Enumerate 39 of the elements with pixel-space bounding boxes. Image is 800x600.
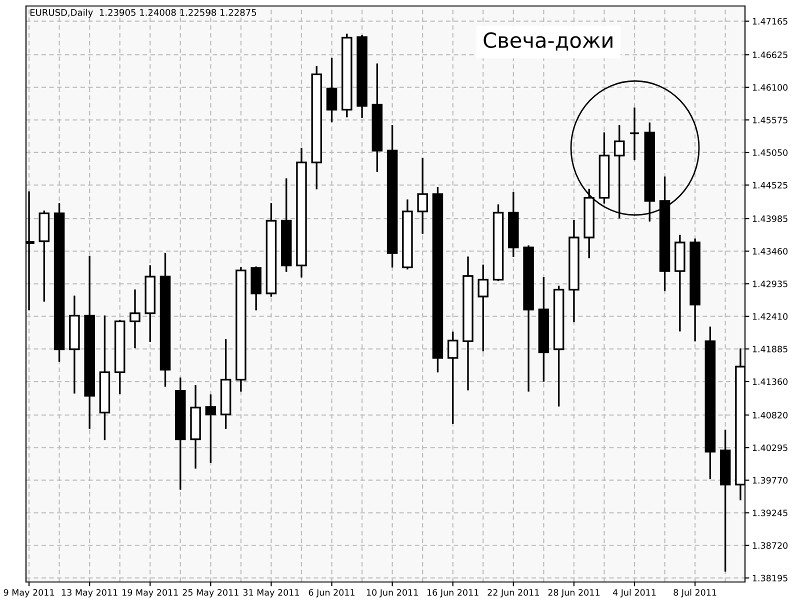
y-tick-label: 1.46625 xyxy=(752,52,788,58)
y-tick-label: 1.44525 xyxy=(752,182,788,189)
candlestick xyxy=(326,58,338,122)
y-tick-label: 1.45575 xyxy=(752,116,788,124)
y-tick-label: 1.43985 xyxy=(752,215,788,222)
x-tick-label: 4 Jul 2011 xyxy=(612,588,656,598)
x-tick-label: 28 Jun 2011 xyxy=(548,589,600,598)
candlestick xyxy=(130,289,140,348)
candlestick xyxy=(417,158,428,234)
x-tick-label: 9 May 2011 xyxy=(4,589,54,598)
y-tick-label: 1.46100 xyxy=(752,84,788,91)
x-tick-label: 8 Jul 2011 xyxy=(674,588,716,598)
candlestick xyxy=(205,394,216,464)
y-tick-label: 1.40295 xyxy=(752,444,788,452)
y-tick-label: 1.38720 xyxy=(752,542,788,549)
y-tick-label: 1.40820 xyxy=(752,412,788,418)
y-tick-label: 1.39245 xyxy=(752,510,788,516)
y-tick-label: 1.42410 xyxy=(752,313,788,320)
x-tick-label: 31 May 2011 xyxy=(243,589,299,598)
y-tick-label: 1.39770 xyxy=(752,477,788,484)
x-tick-label: 16 Jun 2011 xyxy=(428,589,478,598)
y-tick-label: 1.45050 xyxy=(752,149,788,156)
y-tick-label: 1.41885 xyxy=(752,346,788,352)
candlestick xyxy=(478,264,489,352)
y-tick-label: 1.41360 xyxy=(752,378,788,385)
y-tick-label: 1.47165 xyxy=(752,18,788,25)
x-tick-label: 22 Jun 2011 xyxy=(488,589,539,598)
annotation: Свеча-дожи xyxy=(484,32,612,51)
candlestick xyxy=(629,108,640,160)
chart-title: EURUSD,Daily 1.23905 1.24008 1.22598 1.22875 xyxy=(30,8,256,18)
x-tick-label: 19 May 2011 xyxy=(122,589,178,598)
y-tick-label: 1.43460 xyxy=(752,248,788,255)
x-tick-label: 10 Jun 2011 xyxy=(366,589,418,598)
x-tick-label: 25 May 2011 xyxy=(182,589,238,598)
y-tick-label: 1.42935 xyxy=(752,280,788,288)
x-tick-label: 6 Jun 2011 xyxy=(308,589,354,598)
x-tick-label: 13 May 2011 xyxy=(62,589,118,598)
y-tick-label: 1.38195 xyxy=(752,574,788,582)
candlestick xyxy=(447,332,458,424)
